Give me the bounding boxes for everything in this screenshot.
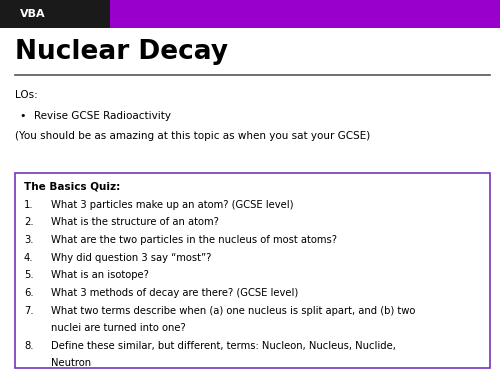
Text: 2.: 2. xyxy=(24,217,34,228)
Text: The Basics Quiz:: The Basics Quiz: xyxy=(24,182,120,192)
Text: Nuclear Decay: Nuclear Decay xyxy=(15,39,228,65)
Bar xyxy=(110,0,500,28)
Text: VBA: VBA xyxy=(20,9,46,19)
FancyBboxPatch shape xyxy=(15,172,490,368)
Text: What is the structure of an atom?: What is the structure of an atom? xyxy=(51,217,219,228)
Text: Define these similar, but different, terms: Nucleon, Nucleus, Nuclide,: Define these similar, but different, ter… xyxy=(51,341,396,351)
Text: 1.: 1. xyxy=(24,200,34,210)
Bar xyxy=(0,0,110,28)
Text: What is an isotope?: What is an isotope? xyxy=(51,270,149,280)
Text: 8.: 8. xyxy=(24,341,34,351)
Text: LOs:: LOs: xyxy=(15,90,38,100)
Text: What are the two particles in the nucleus of most atoms?: What are the two particles in the nucleu… xyxy=(51,235,337,245)
Text: (You should be as amazing at this topic as when you sat your GCSE): (You should be as amazing at this topic … xyxy=(15,131,370,141)
Text: nuclei are turned into one?: nuclei are turned into one? xyxy=(51,323,186,333)
Text: 4.: 4. xyxy=(24,253,34,263)
Text: 7.: 7. xyxy=(24,306,34,316)
Text: Revise GCSE Radioactivity: Revise GCSE Radioactivity xyxy=(34,111,171,121)
Text: Neutron: Neutron xyxy=(51,358,91,369)
Text: 6.: 6. xyxy=(24,288,34,298)
Text: 5.: 5. xyxy=(24,270,34,280)
Text: What 3 particles make up an atom? (GCSE level): What 3 particles make up an atom? (GCSE … xyxy=(51,200,294,210)
Text: What two terms describe when (a) one nucleus is split apart, and (b) two: What two terms describe when (a) one nuc… xyxy=(51,306,416,316)
Text: 3.: 3. xyxy=(24,235,34,245)
Text: •: • xyxy=(19,111,26,121)
Text: Why did question 3 say “most”?: Why did question 3 say “most”? xyxy=(51,253,212,263)
Text: What 3 methods of decay are there? (GCSE level): What 3 methods of decay are there? (GCSE… xyxy=(51,288,298,298)
